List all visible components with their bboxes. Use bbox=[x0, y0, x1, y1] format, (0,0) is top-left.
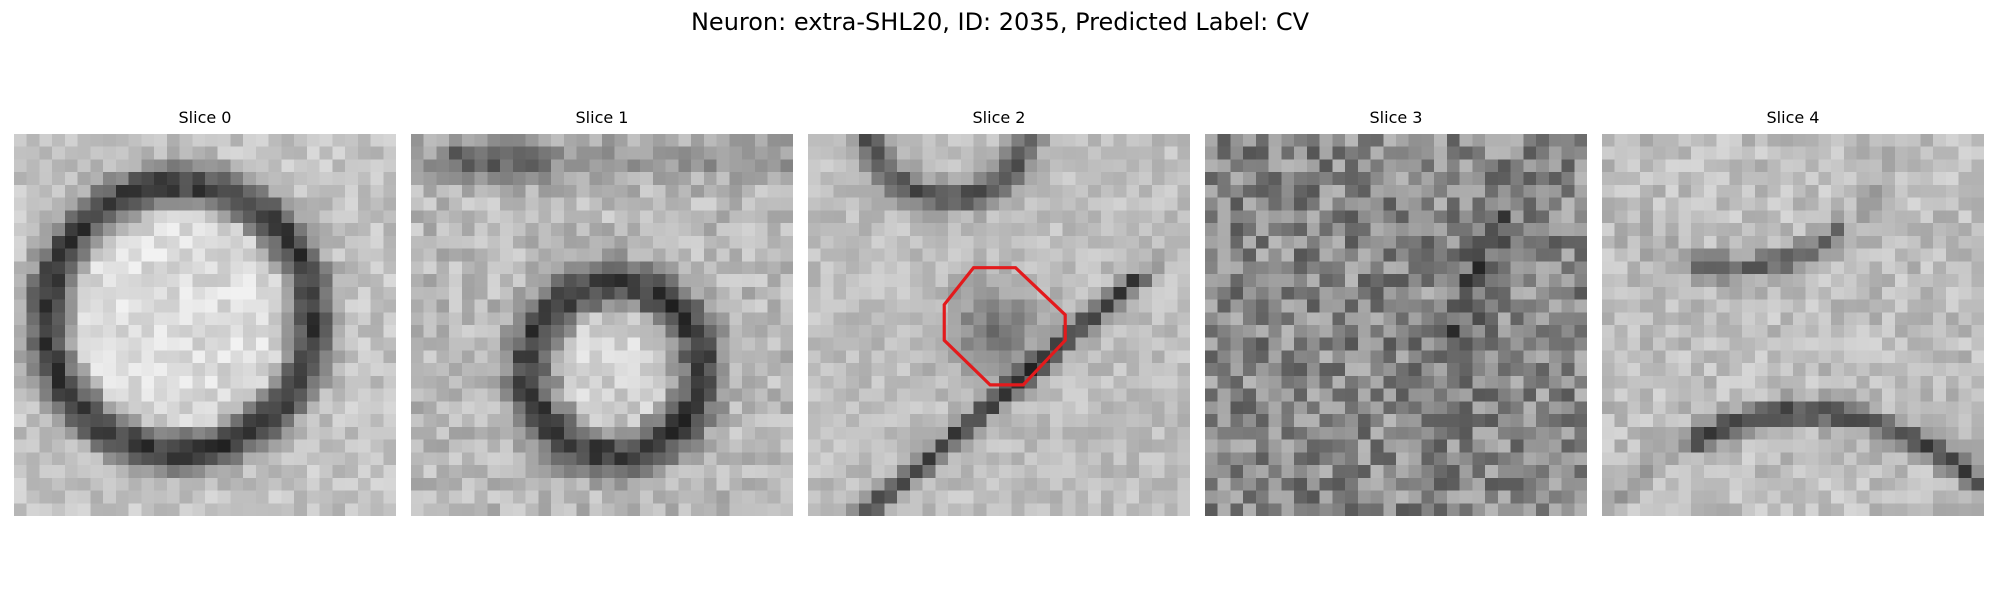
slice-title: Slice 0 bbox=[178, 108, 232, 127]
grayscale-slice-image bbox=[14, 134, 396, 516]
slice-panel-3: Slice 3 bbox=[1205, 108, 1587, 516]
slice-title: Slice 3 bbox=[1369, 108, 1423, 127]
grayscale-slice-image bbox=[1205, 134, 1587, 516]
grayscale-slice-image bbox=[1602, 134, 1984, 516]
slice-panel-2: Slice 2 bbox=[808, 108, 1190, 516]
slice-panel-1: Slice 1 bbox=[411, 108, 793, 516]
grayscale-slice-image bbox=[411, 134, 793, 516]
figure-title: Neuron: extra-SHL20, ID: 2035, Predicted… bbox=[690, 8, 1310, 36]
octagon-annotation bbox=[942, 266, 1067, 387]
slice-title: Slice 1 bbox=[575, 108, 629, 127]
slice-panel-4: Slice 4 bbox=[1602, 108, 1984, 516]
slice-panel-0: Slice 0 bbox=[14, 108, 396, 516]
slice-title: Slice 2 bbox=[972, 108, 1026, 127]
slice-title: Slice 4 bbox=[1766, 108, 1820, 127]
grayscale-slice-image bbox=[808, 134, 1190, 516]
